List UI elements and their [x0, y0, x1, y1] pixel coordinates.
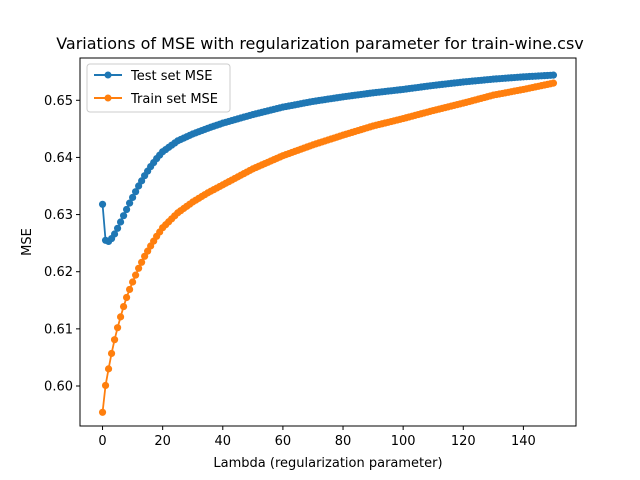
chart-title: Variations of MSE with regularization pa…: [56, 34, 584, 53]
series-layer: [98, 71, 558, 416]
data-point: [113, 324, 122, 332]
data-point: [113, 224, 122, 232]
data-point: [116, 218, 125, 226]
x-axis-label: Lambda (regularization parameter): [213, 456, 442, 471]
x-tick-label: 80: [335, 434, 352, 449]
data-point: [110, 336, 119, 344]
series-test: [98, 71, 558, 246]
axes-frame: [79, 57, 577, 427]
legend-marker-train: [104, 94, 112, 102]
data-point: [110, 230, 119, 238]
data-point: [122, 293, 131, 302]
y-axis-label: MSE: [20, 228, 35, 256]
data-point: [126, 285, 134, 294]
y-tick-label: 0.60: [44, 380, 73, 395]
legend: Test set MSE Train set MSE: [86, 63, 231, 113]
data-point: [119, 212, 128, 220]
data-point: [104, 365, 113, 373]
axes-background: [80, 58, 576, 426]
data-point: [138, 258, 146, 266]
series-train: [98, 79, 558, 416]
data-point: [101, 381, 110, 390]
legend-box: [86, 63, 231, 113]
data-point: [129, 193, 137, 202]
data-point: [126, 199, 134, 207]
y-tick-label: 0.62: [44, 265, 73, 280]
legend-label-test: Test set MSE: [130, 69, 212, 84]
legend-label-train: Train set MSE: [130, 92, 218, 107]
x-tick-label: 60: [275, 434, 292, 449]
data-point: [132, 271, 140, 279]
data-point: [98, 200, 107, 208]
x-axis-ticks: 0 20 40 60 80 100 120 140: [98, 426, 536, 449]
data-point: [135, 264, 143, 272]
data-point: [132, 188, 140, 196]
x-tick-label: 20: [154, 434, 171, 449]
data-point: [549, 71, 558, 79]
plot-area: [79, 57, 577, 427]
x-tick-label: 140: [511, 434, 536, 449]
x-tick-label: 0: [98, 434, 106, 449]
y-tick-label: 0.63: [44, 208, 73, 223]
data-point: [549, 79, 558, 87]
data-point: [116, 313, 125, 321]
x-tick-label: 40: [215, 434, 232, 449]
legend-marker-test: [104, 71, 112, 79]
data-point: [98, 408, 107, 416]
y-tick-label: 0.65: [44, 94, 73, 109]
data-point: [122, 205, 131, 214]
y-tick-label: 0.61: [44, 322, 73, 337]
y-axis-ticks: 0.60 0.61 0.62 0.63 0.64 0.65: [44, 94, 80, 395]
data-point: [107, 349, 116, 358]
y-tick-label: 0.64: [44, 151, 73, 166]
x-tick-label: 100: [391, 434, 416, 449]
data-point: [119, 302, 128, 311]
x-tick-label: 120: [451, 434, 476, 449]
data-point: [129, 278, 137, 286]
